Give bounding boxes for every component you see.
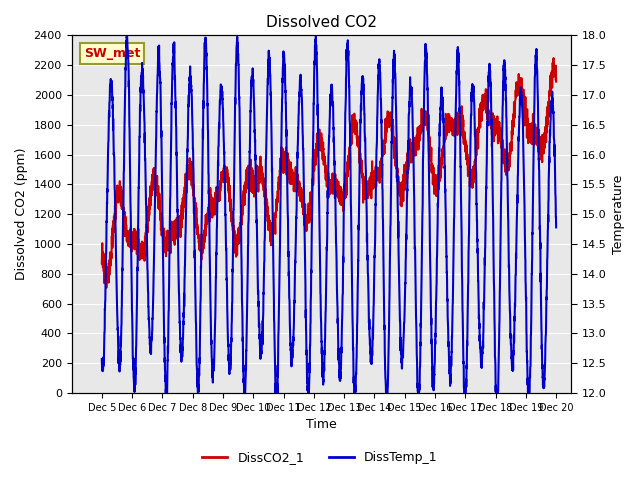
Y-axis label: Temperature: Temperature <box>612 175 625 254</box>
Text: SW_met: SW_met <box>84 47 140 60</box>
Y-axis label: Dissolved CO2 (ppm): Dissolved CO2 (ppm) <box>15 148 28 280</box>
X-axis label: Time: Time <box>306 419 337 432</box>
Title: Dissolved CO2: Dissolved CO2 <box>266 15 377 30</box>
Legend: DissCO2_1, DissTemp_1: DissCO2_1, DissTemp_1 <box>197 446 443 469</box>
